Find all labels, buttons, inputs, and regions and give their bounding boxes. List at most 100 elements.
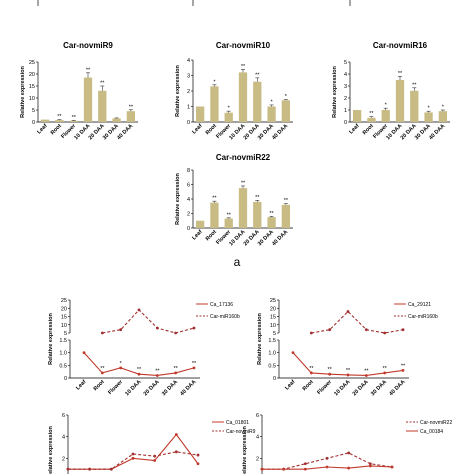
significance-label: *	[385, 103, 388, 109]
x-tick-label: 40 DAA	[388, 379, 406, 397]
x-tick-label: 40 DAA	[428, 123, 446, 141]
significance-label: **	[174, 366, 179, 372]
significance-label: **	[269, 211, 274, 217]
series-marker	[153, 454, 157, 458]
bar	[267, 217, 276, 228]
y-tick-label: 20	[29, 72, 35, 78]
series-marker	[155, 374, 159, 377]
y-axis-label: Relative expression	[48, 426, 54, 474]
bar	[395, 80, 405, 122]
series-marker	[131, 456, 135, 460]
bar	[367, 117, 376, 122]
significance-label: **	[155, 368, 160, 374]
x-tick-label: Leaf	[284, 379, 296, 391]
y-axis-label: Relative expression	[175, 65, 181, 117]
y-axis-label: Relative expression	[20, 66, 26, 118]
y-axis-label: Relative expression	[242, 426, 248, 474]
series-marker	[100, 371, 104, 375]
x-tick-label: 20 DAA	[143, 379, 161, 397]
y-tick-label: 6	[187, 183, 190, 189]
series-marker	[131, 452, 135, 456]
y-axis-label: Relative expression	[332, 66, 338, 118]
y-tick-label: 2	[344, 96, 347, 102]
series-marker	[82, 351, 86, 355]
series-marker	[137, 308, 141, 312]
x-tick-label: Flower	[107, 379, 124, 396]
significance-label: **	[364, 368, 369, 374]
x-tick-label: Leaf	[348, 123, 360, 135]
significance-label: *	[442, 105, 445, 111]
y-tick-label: 4	[256, 435, 259, 441]
y-tick-label: 1.5	[59, 338, 67, 344]
y-tick-label: 0	[273, 376, 276, 382]
bar	[281, 204, 290, 228]
series-marker	[303, 462, 307, 466]
bar	[353, 110, 362, 122]
x-tick-label: 40 DAA	[271, 123, 289, 141]
bar-chart-3: Car-novmiR22 0 2 4 6 8 Relative expression Leaf…	[175, 153, 293, 247]
significance-label: **	[398, 71, 403, 77]
series-marker	[401, 369, 405, 372]
bar	[196, 106, 205, 122]
series-marker	[174, 433, 178, 436]
series-marker	[325, 465, 329, 469]
significance-label: **	[57, 114, 62, 120]
series-marker	[346, 310, 350, 313]
significance-label: **	[255, 195, 260, 201]
y-tick-label: 1.0	[59, 351, 67, 357]
chart-title: Car-novmiR16	[373, 41, 428, 50]
significance-label: **	[241, 180, 246, 186]
significance-label: **	[346, 368, 351, 374]
series-marker	[66, 467, 70, 471]
significance-label: **	[383, 366, 388, 372]
y-tick-label: 2	[187, 89, 190, 95]
significance-label: **	[129, 104, 134, 110]
y-tick-label: 0	[187, 226, 190, 232]
significance-label: **	[309, 366, 314, 372]
series-marker	[368, 464, 372, 468]
bar	[238, 72, 248, 122]
significance-label: **	[100, 366, 105, 372]
significance-label: *	[285, 94, 288, 100]
legend-label: Ca_29121	[408, 302, 431, 308]
x-tick-label: 30 DAA	[370, 379, 388, 397]
legend-label: Ca_00184	[420, 429, 443, 435]
y-tick-label: 20	[61, 306, 67, 312]
bar	[112, 118, 121, 122]
y-tick-label: 1.0	[268, 351, 276, 357]
bar	[55, 120, 64, 122]
series-marker	[325, 456, 329, 460]
panel-a-label: a	[234, 255, 241, 269]
y-tick-label: 20	[270, 306, 276, 312]
y-tick-label: 0	[64, 376, 67, 382]
series-marker	[303, 467, 307, 471]
significance-label: **	[192, 361, 197, 367]
series-marker	[291, 351, 295, 355]
x-tick-label: Leaf	[75, 379, 87, 391]
x-tick-label: 10 DAA	[124, 379, 142, 397]
series-marker	[401, 328, 405, 332]
series-marker	[328, 372, 332, 376]
significance-label: **	[86, 67, 91, 73]
series-marker	[119, 366, 123, 370]
series-marker	[174, 371, 178, 375]
bar	[381, 110, 390, 122]
legend-label: Car-novmiR22	[420, 420, 452, 426]
bar	[69, 120, 78, 122]
y-tick-label: 0	[344, 120, 347, 126]
significance-label: **	[401, 363, 406, 369]
series-marker	[347, 451, 351, 455]
series-marker	[347, 466, 351, 470]
bar	[238, 188, 248, 228]
significance-label: *	[228, 106, 231, 112]
series-marker	[309, 371, 313, 375]
y-tick-label: 15	[270, 315, 276, 321]
bar	[424, 112, 433, 122]
y-tick-label: 2	[62, 456, 65, 462]
significance-label: *	[213, 79, 216, 85]
y-tick-label: 0	[187, 120, 190, 126]
significance-label: **	[255, 72, 260, 78]
y-tick-label: 0	[32, 120, 35, 126]
series-marker	[282, 467, 286, 471]
series-marker	[88, 467, 92, 471]
